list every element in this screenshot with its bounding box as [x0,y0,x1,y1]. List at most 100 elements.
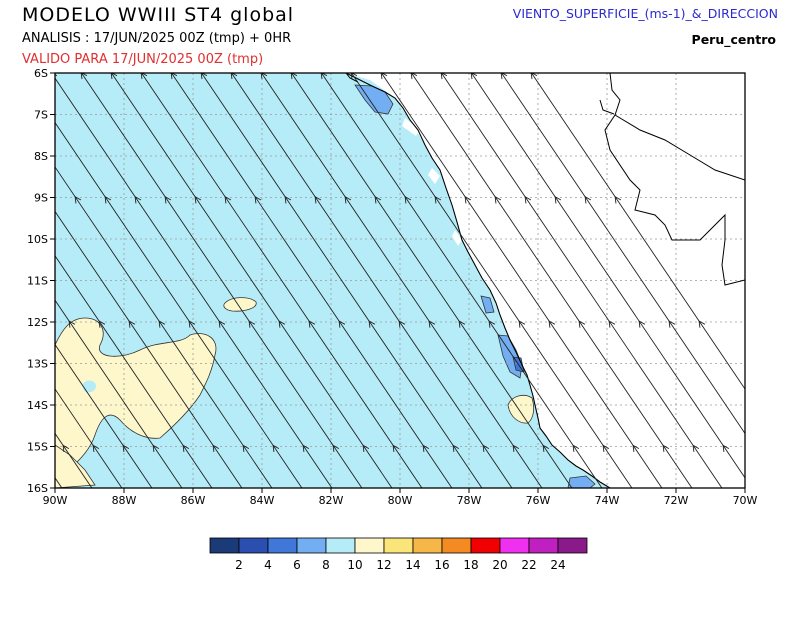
x-tick-label: 82W [319,494,344,507]
streamline-arrow [500,73,508,80]
streamline-arrow [410,73,418,80]
streamline [290,73,573,488]
streamline-arrow [188,320,196,328]
colorbar-label: 6 [293,558,301,572]
streamline [260,73,543,488]
streamline-arrow [230,73,238,80]
colorbar-label: 24 [550,558,565,572]
streamline-arrow [614,195,622,204]
x-tick-label: 86W [181,494,206,507]
colorbar-label: 20 [492,558,507,572]
variable-label: VIENTO_SUPERFICIE_(ms-1)_&_DIRECCION [512,6,778,21]
y-tick-label: 14S [27,399,48,412]
streamline-arrow [260,73,268,80]
colorbar-swatch [470,537,501,554]
x-tick-label: 88W [112,494,137,507]
streamline-arrow [290,73,298,80]
streamline-arrow [428,320,436,328]
streamline-arrow [584,195,592,204]
analysis-time: ANALISIS : 17/JUN/2025 00Z (tmp) + 0HR [22,31,292,46]
streamline-arrow [74,195,82,204]
streamline-arrow [638,320,646,328]
x-tick-label: 80W [388,494,413,507]
streamline [170,73,453,488]
streamline-arrow [302,444,310,453]
streamline-arrow [314,195,322,204]
streamline-arrow [494,195,502,204]
weak-wind-callao [480,295,495,314]
streamline-arrow [3,445,9,452]
streamline [55,166,273,488]
colorbar-label: 10 [347,558,362,572]
colorbar-label: 18 [463,558,478,572]
y-tick-label: 13S [27,358,48,371]
streamline-arrow [152,444,160,453]
streamline-arrow [554,195,562,204]
streamline-arrow [548,320,556,328]
streamline-arrow [524,195,532,204]
streamline-arrow [344,195,352,204]
streamline-arrow [530,73,538,80]
streamline-arrow [398,320,406,328]
streamline [55,121,303,488]
streamline-arrow [242,444,250,453]
streamline-arrow [783,445,789,452]
x-tick-label: 78W [457,494,482,507]
streamline-arrow [224,195,232,204]
y-tick-label: 16S [27,482,48,495]
streamline-arrow [452,444,460,453]
colorbar-label: 16 [434,558,449,572]
streamline-arrow [194,195,202,204]
streamline-arrow [308,320,316,328]
y-tick-label: 7S [34,109,48,122]
streamline-arrow [692,444,700,453]
colorbar-swatch [325,537,356,554]
streamline-arrow [482,444,490,453]
coastal-mask [402,118,462,246]
wind-streamlines [3,73,789,488]
streamline-arrow [254,195,262,204]
streamline-arrow [392,444,400,453]
streamline-arrow [470,73,478,80]
colorbar-swatch [238,537,269,554]
colorbar: 2 4 6 8 10 12 14 16 18 20 22 24 [209,537,588,572]
streamline-arrow [110,73,118,80]
colorbar-swatch [528,537,559,554]
border-east [599,99,615,115]
y-tick-label: 9S [34,192,48,205]
streamline [55,210,243,488]
valid-time: VALIDO PARA 17/JUN/2025 00Z (tmp) [22,52,264,67]
y-tick-label: 6S [34,67,48,80]
streamline-arrow [362,444,370,453]
streamline-arrow [668,320,676,328]
streamline-arrow [182,444,190,453]
map-title: MODELO WWIII ST4 global [22,4,295,26]
streamline [230,73,513,488]
streamline-arrow [332,444,340,453]
x-tick-label: 70W [733,494,758,507]
colorbar-label: 2 [235,558,243,572]
streamline-arrow [104,195,112,204]
colorbar-label: 14 [405,558,420,572]
y-tick-label: 15S [27,441,48,454]
streamline-arrow [92,444,100,453]
streamline-arrow [602,444,610,453]
streamline [380,73,663,488]
streamline-arrow [380,73,388,80]
streamline-arrow [662,444,670,453]
coastline-detail [345,73,359,83]
colorbar-swatch [267,537,298,554]
weak-wind-south [567,475,596,488]
y-tick-label: 12S [27,316,48,329]
x-tick-label: 90W [43,494,68,507]
streamline-arrow [374,195,382,204]
streamline [55,343,153,488]
colorbar-swatch [412,537,443,554]
streamline-arrow [698,320,706,328]
streamline-arrow [572,444,580,453]
colorbar-label: 12 [376,558,391,572]
streamline [530,73,745,390]
streamline-arrow [62,444,70,453]
streamline [55,77,333,488]
